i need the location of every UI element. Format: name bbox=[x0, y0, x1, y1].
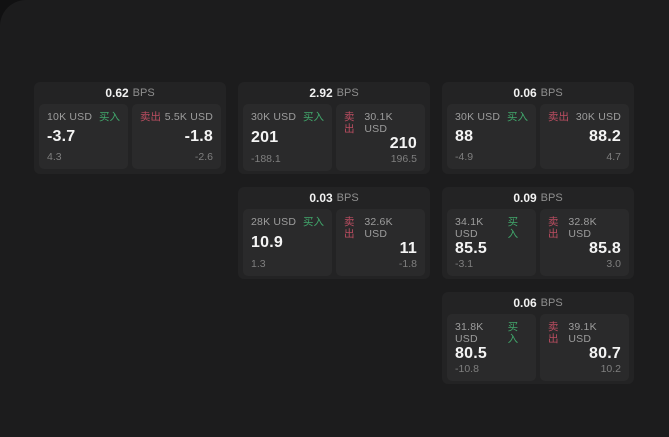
buy-subvalue: -10.8 bbox=[455, 363, 479, 375]
buy-notional: 31.8K USD bbox=[455, 321, 484, 345]
spread-unit: BPS bbox=[540, 192, 563, 204]
sell-notional: 32.6K USD bbox=[364, 216, 393, 240]
buy-notional: 34.1K USD bbox=[455, 216, 484, 240]
sell-panel[interactable]: 卖出 39.1K USD 80.7 10.2 bbox=[540, 314, 629, 381]
spread-value: 0.03 bbox=[309, 191, 333, 205]
spread-value: 0.06 bbox=[513, 296, 537, 310]
sell-subvalue: 3.0 bbox=[606, 258, 621, 270]
spread-header: 0.06 BPS bbox=[442, 292, 634, 314]
quote-card: 0.06 BPS 30K USD 买入 88 -4.9 卖出 30K USD 8… bbox=[442, 82, 634, 174]
buy-panel[interactable]: 30K USD 买入 88 -4.9 bbox=[447, 104, 536, 169]
buy-notional: 30K USD bbox=[251, 111, 297, 123]
buy-panel[interactable]: 30K USD 买入 201 -188.1 bbox=[243, 104, 332, 171]
buy-price: 88 bbox=[455, 128, 474, 145]
sell-subvalue: 10.2 bbox=[600, 363, 621, 375]
buy-price: 80.5 bbox=[455, 345, 487, 362]
buy-price: 201 bbox=[251, 129, 279, 146]
sell-price: -1.8 bbox=[184, 128, 213, 145]
buy-panel[interactable]: 28K USD 买入 10.9 1.3 bbox=[243, 209, 332, 276]
sell-notional: 39.1K USD bbox=[568, 321, 597, 345]
quote-card: 0.06 BPS 31.8K USD 买入 80.5 -10.8 卖出 39.1… bbox=[442, 292, 634, 384]
sell-label: 卖出 bbox=[548, 111, 569, 123]
spread-unit: BPS bbox=[336, 192, 359, 204]
buy-label: 买入 bbox=[507, 111, 528, 123]
buy-subvalue: -4.9 bbox=[455, 151, 474, 163]
sell-panel[interactable]: 卖出 5.5K USD -1.8 -2.6 bbox=[132, 104, 221, 169]
sell-notional: 30K USD bbox=[575, 111, 621, 123]
spread-value: 0.06 bbox=[513, 86, 537, 100]
buy-panel[interactable]: 10K USD 买入 -3.7 4.3 bbox=[39, 104, 128, 169]
buy-label: 买入 bbox=[507, 321, 519, 345]
spread-value: 2.92 bbox=[309, 86, 333, 100]
quote-card: 0.09 BPS 34.1K USD 买入 85.5 -3.1 卖出 32.8K… bbox=[442, 187, 634, 279]
buy-subvalue: 1.3 bbox=[251, 258, 266, 270]
sell-label: 卖出 bbox=[344, 216, 355, 240]
spread-unit: BPS bbox=[540, 297, 563, 309]
buy-price: -3.7 bbox=[47, 128, 76, 145]
spread-header: 2.92 BPS bbox=[238, 82, 430, 104]
buy-notional: 30K USD bbox=[455, 111, 501, 123]
quote-card: 0.62 BPS 10K USD 买入 -3.7 4.3 卖出 5.5K USD… bbox=[34, 82, 226, 174]
spread-header: 0.62 BPS bbox=[34, 82, 226, 104]
sell-notional: 5.5K USD bbox=[164, 111, 213, 123]
sell-label: 卖出 bbox=[548, 321, 559, 345]
spread-unit: BPS bbox=[540, 87, 563, 99]
quote-card: 2.92 BPS 30K USD 买入 201 -188.1 卖出 30.1K … bbox=[238, 82, 430, 174]
sell-notional: 32.8K USD bbox=[568, 216, 597, 240]
sell-label: 卖出 bbox=[548, 216, 559, 240]
spread-value: 0.09 bbox=[513, 191, 537, 205]
sell-subvalue: -2.6 bbox=[194, 151, 213, 163]
buy-price: 10.9 bbox=[251, 234, 283, 251]
spread-value: 0.62 bbox=[105, 86, 129, 100]
buy-price: 85.5 bbox=[455, 240, 487, 257]
buy-label: 买入 bbox=[99, 111, 120, 123]
spread-header: 0.03 BPS bbox=[238, 187, 430, 209]
buy-label: 买入 bbox=[303, 111, 324, 123]
buy-label: 买入 bbox=[507, 216, 519, 240]
sell-subvalue: -1.8 bbox=[398, 258, 417, 270]
sell-price: 11 bbox=[399, 240, 417, 257]
quote-cards-grid: 0.62 BPS 10K USD 买入 -3.7 4.3 卖出 5.5K USD… bbox=[34, 82, 634, 384]
buy-notional: 28K USD bbox=[251, 216, 297, 228]
spread-header: 0.06 BPS bbox=[442, 82, 634, 104]
buy-notional: 10K USD bbox=[47, 111, 93, 123]
sell-price: 80.7 bbox=[589, 345, 621, 362]
spread-unit: BPS bbox=[132, 87, 155, 99]
sell-subvalue: 196.5 bbox=[390, 153, 417, 165]
sell-label: 卖出 bbox=[344, 111, 355, 135]
buy-subvalue: -3.1 bbox=[455, 258, 474, 270]
sell-panel[interactable]: 卖出 32.6K USD 11 -1.8 bbox=[336, 209, 425, 276]
sell-label: 卖出 bbox=[140, 111, 161, 123]
buy-panel[interactable]: 34.1K USD 买入 85.5 -3.1 bbox=[447, 209, 536, 276]
buy-panel[interactable]: 31.8K USD 买入 80.5 -10.8 bbox=[447, 314, 536, 381]
spread-unit: BPS bbox=[336, 87, 359, 99]
sell-price: 88.2 bbox=[589, 128, 621, 145]
sell-panel[interactable]: 卖出 32.8K USD 85.8 3.0 bbox=[540, 209, 629, 276]
sell-price: 85.8 bbox=[589, 240, 621, 257]
sell-price: 210 bbox=[389, 135, 417, 152]
sell-panel[interactable]: 卖出 30.1K USD 210 196.5 bbox=[336, 104, 425, 171]
buy-label: 买入 bbox=[303, 216, 324, 228]
sell-subvalue: 4.7 bbox=[606, 151, 621, 163]
quote-card: 0.03 BPS 28K USD 买入 10.9 1.3 卖出 32.6K US… bbox=[238, 187, 430, 279]
buy-subvalue: -188.1 bbox=[251, 153, 281, 165]
spread-header: 0.09 BPS bbox=[442, 187, 634, 209]
sell-notional: 30.1K USD bbox=[364, 111, 393, 135]
buy-subvalue: 4.3 bbox=[47, 151, 62, 163]
sell-panel[interactable]: 卖出 30K USD 88.2 4.7 bbox=[540, 104, 629, 169]
